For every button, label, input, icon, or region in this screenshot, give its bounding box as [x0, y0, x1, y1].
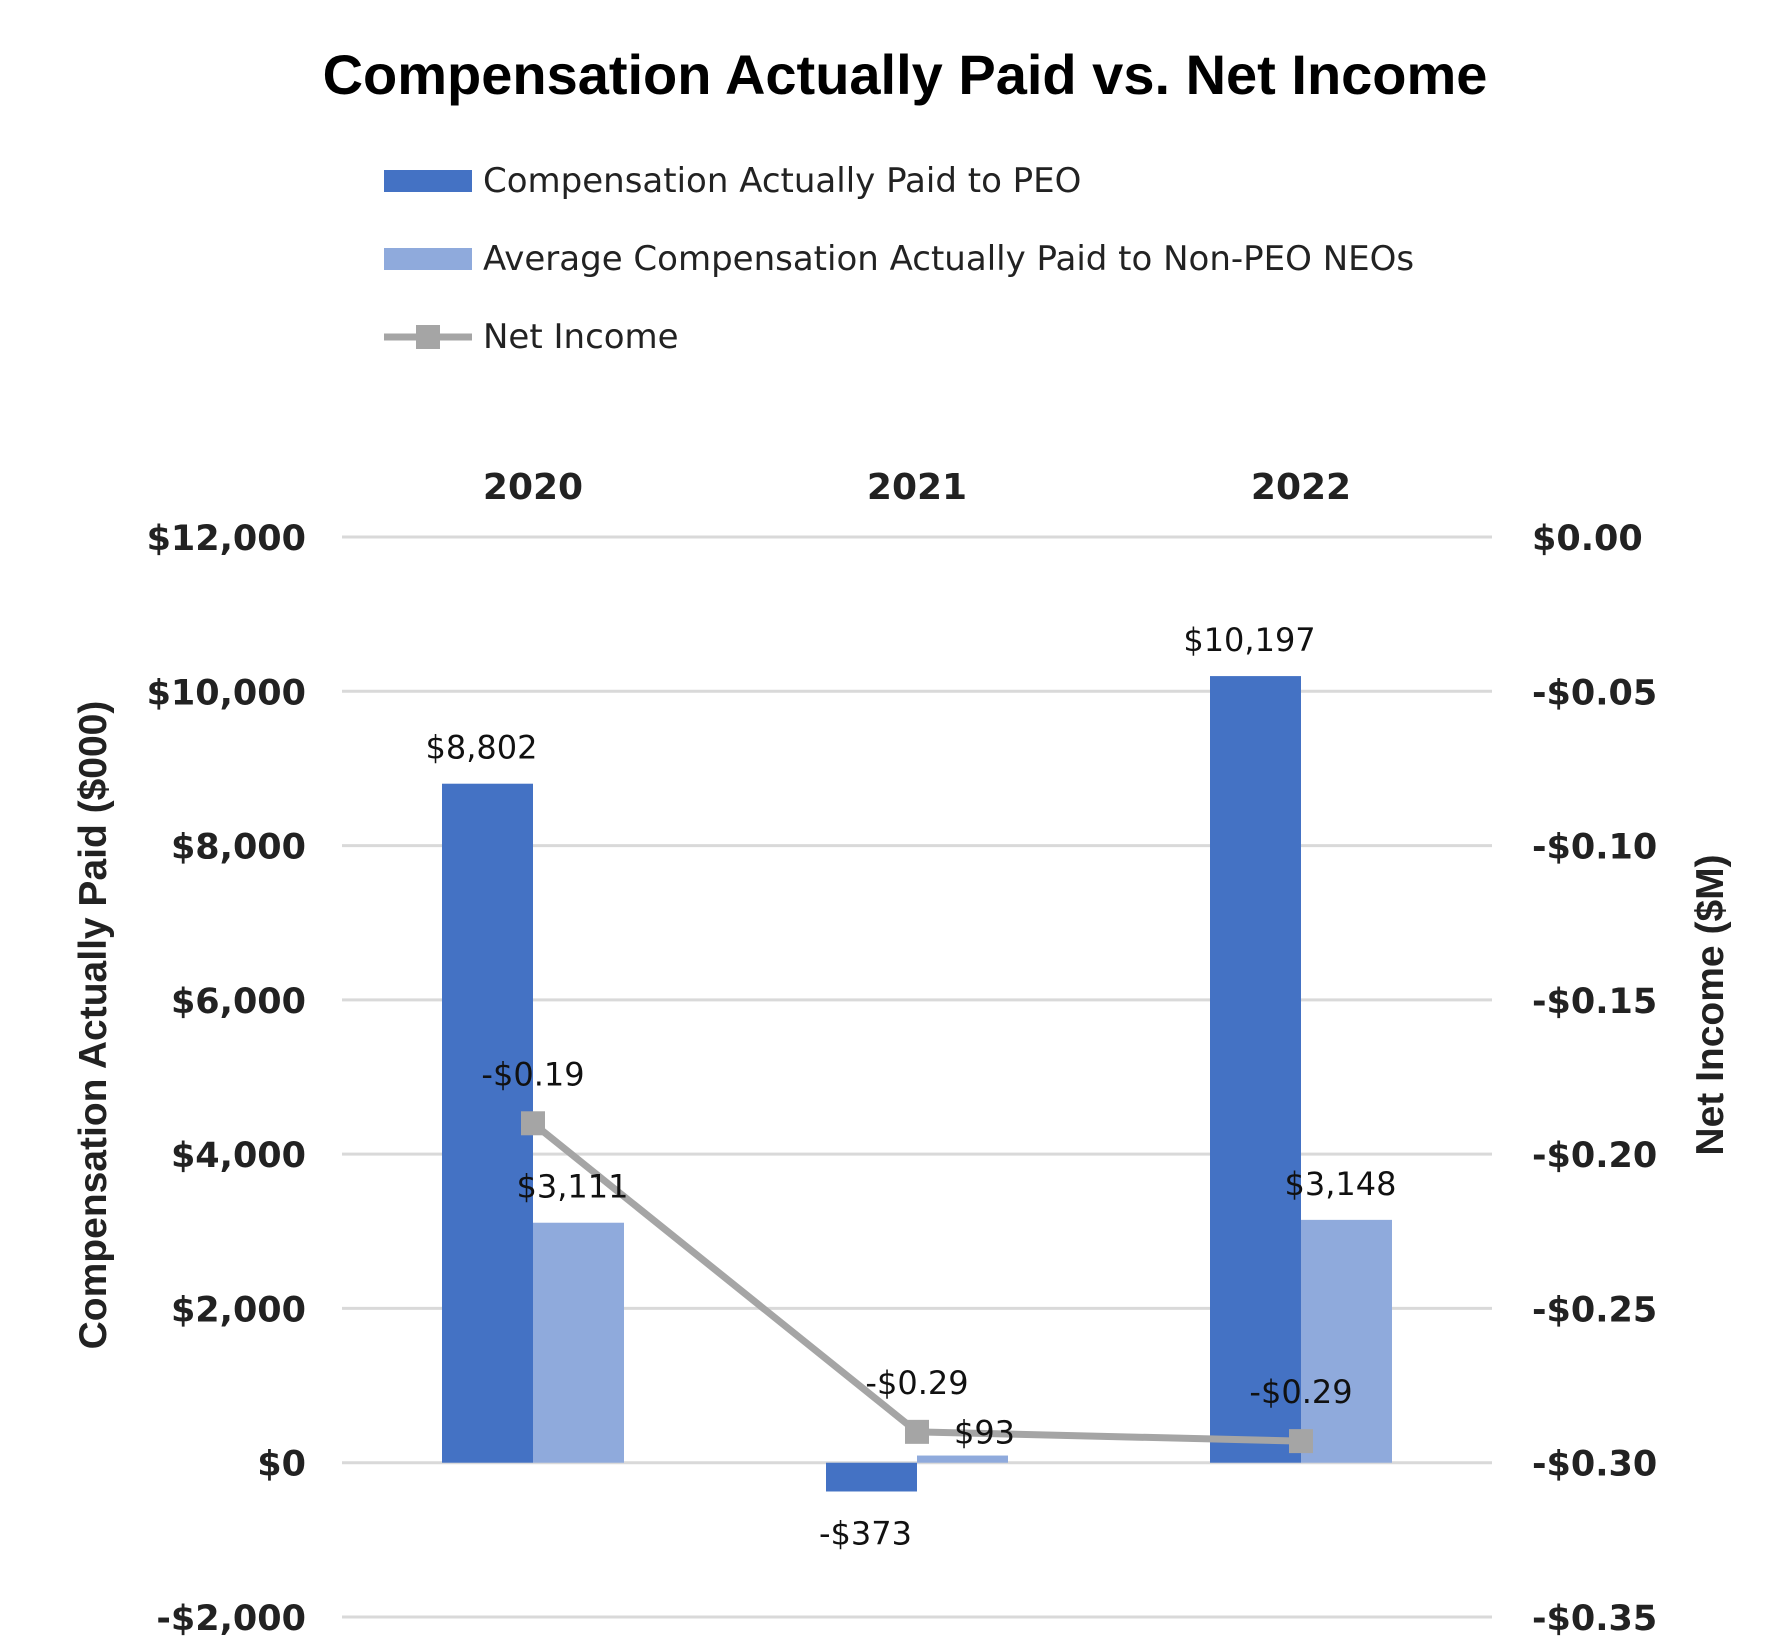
left-tick-label: $6,000: [171, 982, 306, 1022]
bar-peo: [442, 783, 533, 1463]
right-tick-label: $0.00: [1532, 519, 1643, 559]
data-label-net-income: -$0.29: [1249, 1373, 1352, 1411]
left-tick-label: $4,000: [171, 1136, 306, 1176]
category-label: 2022: [1251, 467, 1351, 508]
left-axis-ticks: $12,000 $10,000 $8,000 $6,000 $4,000 $2,000 $0…: [147, 519, 306, 1639]
left-axis-title: Compensation Actually Paid ($000): [72, 701, 115, 1350]
legend-label-non-peo: Average Compensation Actually Paid to No…: [483, 239, 1414, 279]
bar-non-peo: [533, 1222, 624, 1463]
category-label: 2020: [483, 467, 583, 508]
right-tick-label: -$0.35: [1532, 1599, 1657, 1639]
right-tick-label: -$0.05: [1532, 673, 1657, 713]
bar-non-peo: [917, 1455, 1008, 1463]
bar-peo: [826, 1462, 917, 1492]
legend: Compensation Actually Paid to PEO Averag…: [384, 161, 1414, 357]
left-tick-label: $0: [257, 1445, 306, 1485]
left-tick-label: $12,000: [147, 519, 306, 559]
right-tick-label: -$0.20: [1532, 1136, 1657, 1176]
net-income-marker: [521, 1111, 545, 1136]
data-label-peo: -$373: [819, 1514, 912, 1552]
left-tick-label: $10,000: [147, 673, 306, 713]
right-tick-label: -$0.15: [1532, 982, 1657, 1022]
data-label-non-peo: $3,111: [517, 1168, 629, 1206]
data-labels: $8,802 -$373 $10,197 $3,111 $93 $3,148 -$0.19 -…: [426, 621, 1397, 1552]
left-tick-label: $2,000: [171, 1290, 306, 1330]
data-label-non-peo: $3,148: [1285, 1165, 1397, 1203]
legend-label-net-income: Net Income: [483, 317, 679, 357]
right-tick-label: -$0.30: [1532, 1445, 1657, 1485]
right-axis-title: Net Income ($M): [1689, 854, 1732, 1155]
bars: [442, 676, 1392, 1492]
legend-label-peo: Compensation Actually Paid to PEO: [483, 161, 1081, 201]
data-label-non-peo: $93: [954, 1414, 1015, 1452]
legend-swatch-non-peo: [384, 248, 472, 270]
left-tick-label: -$2,000: [156, 1599, 306, 1639]
right-tick-label: -$0.10: [1532, 828, 1657, 868]
chart-title: Compensation Actually Paid vs. Net Incom…: [323, 43, 1488, 106]
data-label-net-income: -$0.29: [865, 1364, 968, 1402]
left-tick-label: $8,000: [171, 828, 306, 868]
category-label: 2021: [867, 467, 967, 508]
net-income-marker: [905, 1419, 929, 1444]
net-income-marker: [1289, 1429, 1313, 1454]
net-income-line-series: [521, 1111, 1313, 1454]
bar-non-peo: [1301, 1219, 1392, 1463]
category-labels: 2020 2021 2022: [483, 467, 1351, 508]
legend-marker-net-income: [416, 325, 440, 349]
data-label-peo: $8,802: [426, 729, 538, 767]
data-label-net-income: -$0.19: [481, 1055, 584, 1093]
right-axis-ticks: $0.00 -$0.05 -$0.10 -$0.15 -$0.20 -$0.25 -$0.3…: [1532, 519, 1657, 1639]
bar-peo: [1210, 676, 1301, 1463]
right-tick-label: -$0.25: [1532, 1290, 1657, 1330]
data-label-peo: $10,197: [1183, 621, 1315, 659]
legend-swatch-peo: [384, 170, 472, 192]
